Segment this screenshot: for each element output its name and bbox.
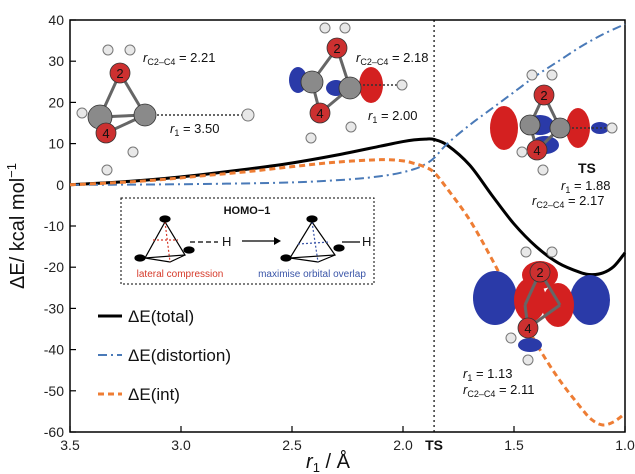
y-tick-label: 30	[48, 53, 64, 69]
x-tick-label: 3.0	[171, 437, 191, 453]
legend-label-distortion: ΔE(distortion)	[128, 346, 231, 365]
y-tick-label: -40	[44, 342, 64, 358]
molecule-ts: 2 4	[490, 69, 618, 176]
ts-rcc-label: rC2–C4 = 2.17	[532, 193, 604, 210]
atom-label: 2	[536, 265, 543, 280]
legend: ΔE(total) ΔE(distortion) ΔE(int)	[98, 307, 231, 404]
product-rcc-label: rC2–C4 = 2.11	[463, 382, 535, 399]
y-tick-label: 0	[56, 177, 64, 193]
series-line-distortion	[69, 23, 626, 186]
y-tick-label: -10	[44, 218, 64, 234]
homo-inset: HOMO−1 H H latera	[120, 197, 375, 285]
molecule-reactant: 2 4	[76, 44, 255, 176]
cage-sketch-right	[280, 215, 360, 263]
legend-label-total: ΔE(total)	[128, 307, 194, 326]
y-tick-label: -20	[44, 259, 64, 275]
product-r1-label: r1 = 1.13	[463, 366, 512, 383]
x-tick-label: 1.0	[615, 437, 635, 453]
atom-label: 4	[316, 106, 323, 121]
molecule-product: 2 4	[473, 246, 610, 366]
series-line-total	[69, 137, 627, 277]
molecule-r2: 2 4	[289, 22, 408, 144]
inset-title: HOMO−1	[224, 205, 271, 217]
series-layer	[69, 23, 627, 427]
atom-label: 2	[540, 88, 547, 103]
atom-label: 2	[333, 41, 340, 56]
inset-h-left: H	[222, 234, 231, 249]
y-tick-label: 10	[48, 136, 64, 152]
atom-label: 4	[524, 321, 531, 336]
cage-sketch-left	[134, 215, 218, 263]
inset-caption-left: lateral compression	[137, 269, 224, 280]
reactant-rcc-label: rC2–C4 = 2.21	[143, 50, 215, 67]
x-tick-label: 1.5	[504, 437, 524, 453]
r2-r1-label: r1 = 2.00	[368, 108, 417, 125]
y-tick-label: 20	[48, 94, 64, 110]
r2-rcc-label: rC2–C4 = 2.18	[356, 50, 428, 67]
reactant-r1-label: r1 = 3.50	[170, 121, 219, 138]
legend-label-int: ΔE(int)	[128, 385, 180, 404]
x-axis-label: r1 / Å	[306, 450, 351, 474]
y-axis-label: ΔE/ kcal mol−1	[4, 163, 29, 289]
x-tick-label: 2.5	[282, 437, 302, 453]
y-tick-label: -60	[44, 424, 64, 440]
y-tick-label: 40	[48, 12, 64, 28]
inset-arrow	[242, 237, 281, 245]
axis-ticks: 3.5 3.0 2.5 2.0 1.5 1.0 40 30 20 10 0 -10 -20 -30 -40 -…	[44, 12, 635, 453]
y-tick-label: -50	[44, 383, 64, 399]
inset-caption-right: maximise orbital overlap	[258, 269, 366, 280]
x-tick-label: 2.0	[393, 437, 413, 453]
inset-h-right: H	[362, 234, 371, 249]
atom-label: 4	[533, 143, 540, 158]
atom-label: 2	[116, 66, 123, 81]
x-tick-label: 3.5	[60, 437, 80, 453]
atom-label: 4	[102, 126, 109, 141]
ts-r1-label: r1 = 1.88	[561, 178, 610, 195]
ts-structure-label: TS	[578, 160, 596, 176]
ts-axis-label: TS	[425, 437, 443, 453]
y-tick-label: -30	[44, 300, 64, 316]
series-line-int	[69, 158, 626, 427]
